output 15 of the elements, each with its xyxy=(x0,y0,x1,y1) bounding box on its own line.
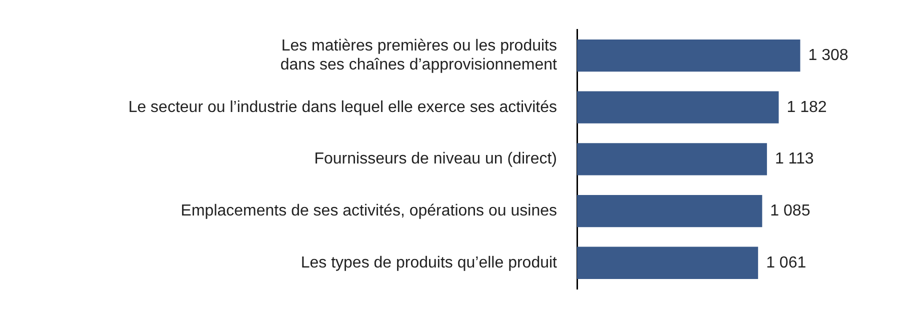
bar xyxy=(577,143,767,176)
bar xyxy=(577,194,762,228)
y-tick-label: Les types de produits qu’elle produit xyxy=(300,254,558,272)
data-label: 1 113 xyxy=(774,150,814,168)
y-tick-label: Emplacements de ses activités, opérations ou usines xyxy=(180,202,557,220)
y-tick-label: Le secteur ou l’industrie dans lequel elle exerce ses activités xyxy=(128,98,557,116)
y-tick-label: Fournisseurs de niveau un (direct) xyxy=(314,150,557,168)
data-label: 1 182 xyxy=(786,98,827,116)
data-label: 1 308 xyxy=(808,46,848,64)
data-label: 1 061 xyxy=(766,254,806,272)
bar xyxy=(577,91,779,124)
bar xyxy=(577,39,800,72)
bar xyxy=(577,246,758,279)
y-tick-label: Les matières premières ou les produits dans ses chaînes d’approvisionnement xyxy=(280,37,558,74)
data-label: 1 085 xyxy=(770,202,810,220)
